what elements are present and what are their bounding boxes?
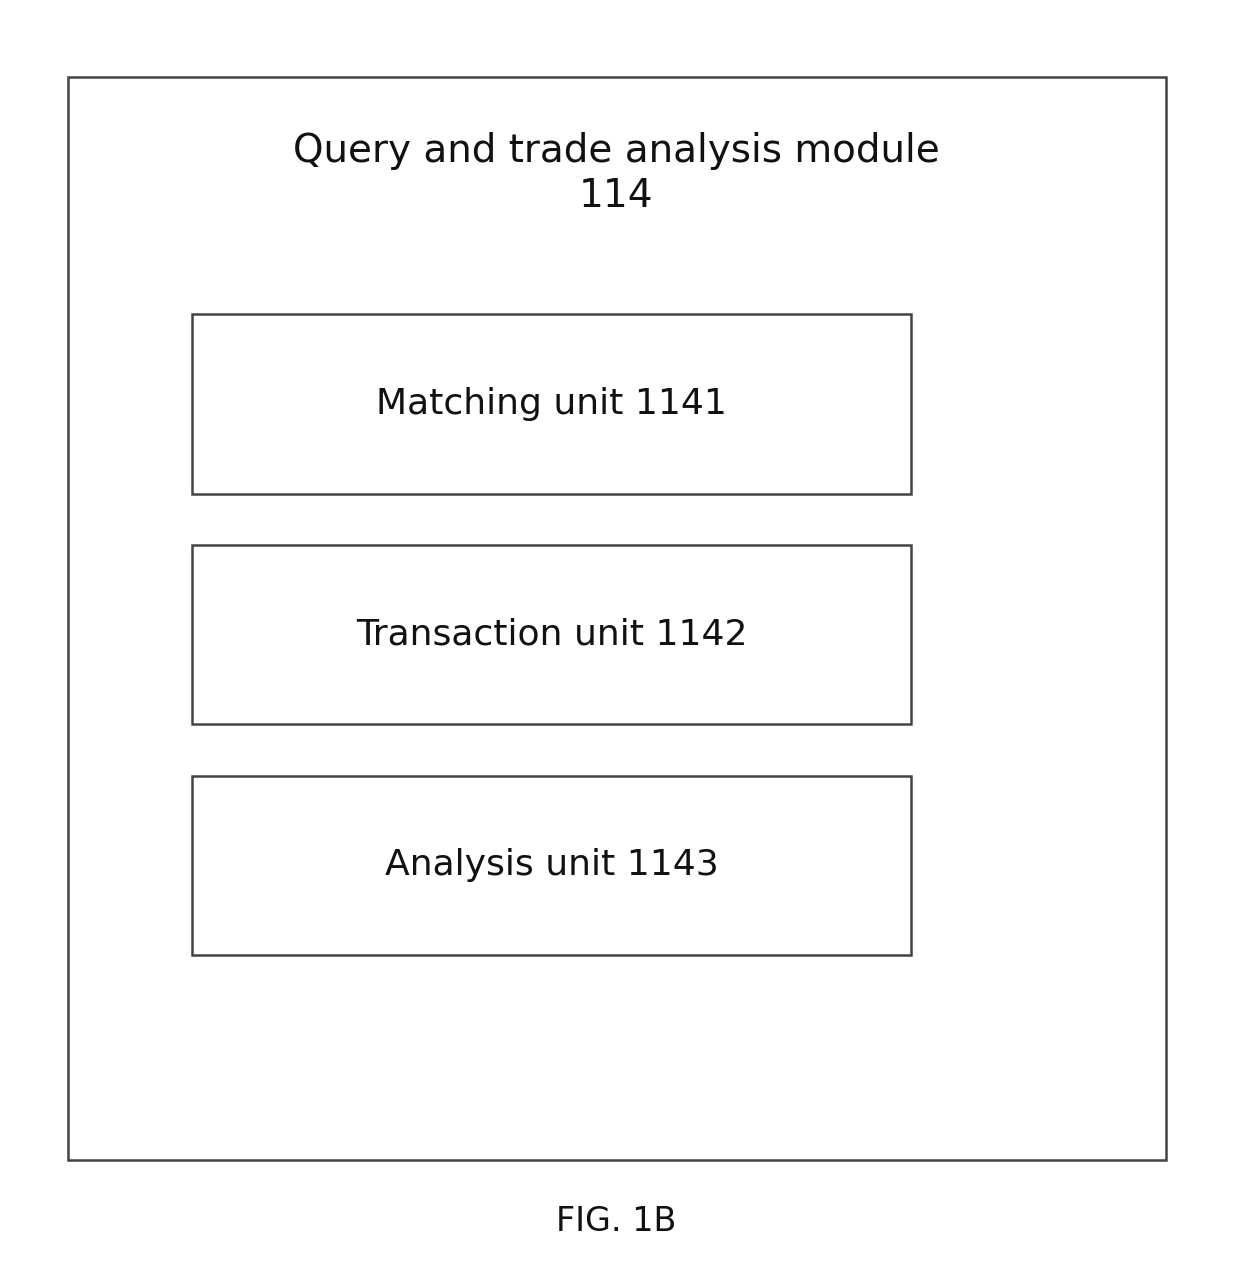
Text: Query and trade analysis module: Query and trade analysis module bbox=[293, 132, 940, 171]
Text: Matching unit 1141: Matching unit 1141 bbox=[377, 387, 727, 420]
Text: Analysis unit 1143: Analysis unit 1143 bbox=[384, 849, 719, 882]
Text: Transaction unit 1142: Transaction unit 1142 bbox=[356, 618, 748, 651]
Text: FIG. 1B: FIG. 1B bbox=[556, 1205, 677, 1238]
Text: 114: 114 bbox=[579, 177, 653, 215]
Bar bbox=[192, 545, 911, 724]
Bar bbox=[192, 314, 911, 494]
Bar bbox=[68, 77, 1166, 1160]
Bar bbox=[192, 776, 911, 955]
